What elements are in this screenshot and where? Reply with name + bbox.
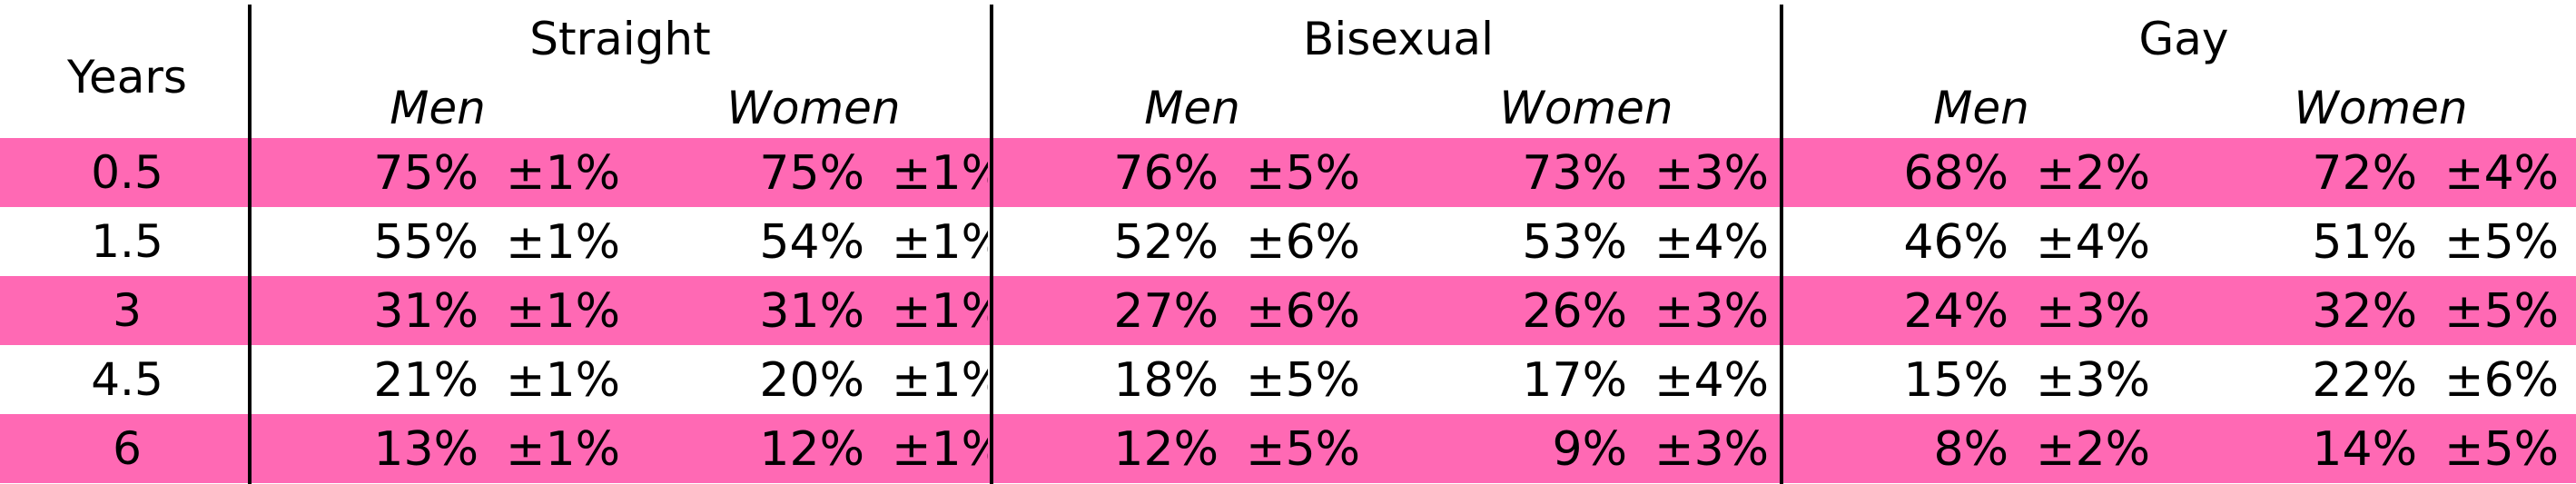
error-margin: ±2% — [2036, 422, 2151, 477]
subcolumn-header: Men — [1933, 82, 2029, 134]
column-divider — [248, 5, 252, 484]
percent-value: 20% — [759, 353, 864, 408]
error-margin: ±1% — [506, 146, 621, 201]
percent-value: 22% — [2312, 353, 2417, 408]
percent-value: 9% — [1552, 422, 1628, 477]
percent-value: 75% — [759, 146, 864, 201]
error-margin: ±1% — [506, 284, 621, 339]
error-margin: ±5% — [2444, 215, 2560, 270]
percent-value: 75% — [373, 146, 479, 201]
percent-value: 76% — [1113, 146, 1219, 201]
highlight-band — [0, 138, 2576, 207]
percent-value: 31% — [759, 284, 864, 339]
error-margin: ±2% — [2036, 146, 2151, 201]
percent-value: 15% — [1903, 353, 2008, 408]
error-margin: ±4% — [2444, 146, 2560, 201]
error-margin: ±6% — [1246, 215, 1361, 270]
error-margin: ±6% — [1246, 284, 1361, 339]
percent-value: 27% — [1113, 284, 1219, 339]
error-margin: ±4% — [2036, 215, 2151, 270]
error-margin: ±3% — [2036, 353, 2151, 408]
error-margin: ±5% — [1246, 422, 1361, 477]
year-label: 6 — [113, 422, 142, 475]
error-margin: ±1% — [892, 357, 988, 404]
error-margin: ±3% — [1654, 422, 1770, 477]
error-margin: ±5% — [1246, 353, 1361, 408]
percent-value: 53% — [1522, 215, 1627, 270]
error-margin: ±4% — [1654, 215, 1770, 270]
percent-value: 26% — [1522, 284, 1627, 339]
percent-value: 24% — [1903, 284, 2008, 339]
percent-value: 18% — [1113, 353, 1219, 408]
percent-value: 51% — [2312, 215, 2417, 270]
percent-value: 73% — [1522, 146, 1627, 201]
highlight-band — [0, 276, 2576, 345]
percent-value: 12% — [759, 422, 864, 477]
group-header: Gay — [2138, 13, 2229, 65]
percent-value: 12% — [1113, 422, 1219, 477]
group-header: Straight — [529, 13, 711, 65]
subcolumn-header: Women — [2294, 82, 2468, 134]
subcolumn-header: Women — [1499, 82, 1673, 134]
percent-value: 13% — [373, 422, 479, 477]
year-label: 0.5 — [91, 146, 163, 199]
percent-value: 68% — [1903, 146, 2008, 201]
percent-value: 55% — [373, 215, 479, 270]
error-margin: ±5% — [2444, 284, 2560, 339]
year-label: 3 — [113, 284, 142, 337]
group-header: Bisexual — [1303, 13, 1494, 65]
highlight-band — [0, 414, 2576, 483]
years-header: Years — [67, 51, 187, 104]
percent-value: 17% — [1522, 353, 1627, 408]
percent-value: 72% — [2312, 146, 2417, 201]
error-margin: ±1% — [892, 219, 988, 266]
column-divider — [990, 5, 993, 484]
column-divider — [1780, 5, 1783, 484]
percent-value: 52% — [1113, 215, 1219, 270]
subcolumn-header: Men — [390, 82, 486, 134]
error-margin: ±5% — [2444, 422, 2560, 477]
year-label: 4.5 — [91, 353, 163, 406]
error-margin: ±4% — [1654, 353, 1770, 408]
subcolumn-header: Men — [1144, 82, 1240, 134]
percent-value: 32% — [2312, 284, 2417, 339]
percent-value: 21% — [373, 353, 479, 408]
error-margin: ±5% — [1246, 146, 1361, 201]
year-label: 1.5 — [91, 215, 163, 268]
percent-value: 46% — [1903, 215, 2008, 270]
percent-value: 54% — [759, 215, 864, 270]
error-margin: ±3% — [2036, 284, 2151, 339]
error-margin: ±1% — [892, 426, 988, 473]
error-margin: ±1% — [506, 422, 621, 477]
error-margin: ±6% — [2444, 353, 2560, 408]
error-margin: ±1% — [892, 150, 988, 197]
error-margin: ±1% — [892, 288, 988, 335]
percent-value: 8% — [1933, 422, 2009, 477]
percent-value: 14% — [2312, 422, 2417, 477]
subcolumn-header: Women — [726, 82, 901, 134]
error-margin: ±3% — [1654, 146, 1770, 201]
error-margin: ±1% — [506, 353, 621, 408]
error-margin: ±1% — [506, 215, 621, 270]
error-margin: ±3% — [1654, 284, 1770, 339]
percent-value: 31% — [373, 284, 479, 339]
